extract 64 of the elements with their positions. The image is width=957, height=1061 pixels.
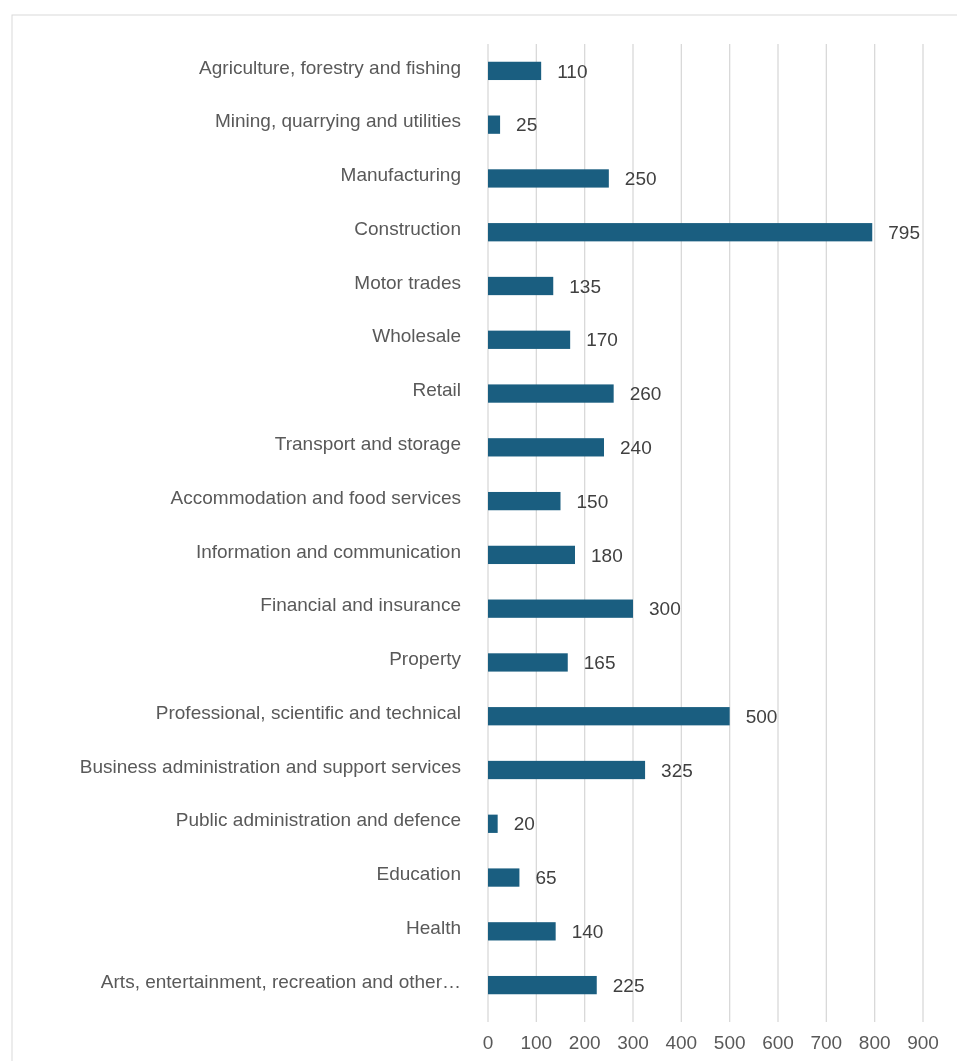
x-tick-label: 800 [858,1031,891,1053]
x-tick-label: 600 [762,1031,794,1053]
data-label: 110 [557,60,588,82]
bar [488,545,575,565]
bar [488,653,568,672]
data-label: 20 [513,813,535,835]
y-tick-label: Construction [354,217,461,239]
y-tick-label: Retail [412,379,461,401]
y-tick-label: Manufacturing [340,164,461,186]
y-tick-label: Transport and storage [274,432,461,454]
data-label: 165 [583,652,616,674]
bar [488,760,646,780]
y-tick-label: Accommodation and food services [170,486,461,508]
x-tick-label: 500 [713,1031,746,1053]
data-label: 250 [624,168,657,190]
bar [488,707,730,726]
data-label: 260 [629,383,662,405]
x-tick-label: 0 [482,1031,494,1053]
bar [488,599,633,618]
y-tick-label: Public administration and defence [175,809,461,831]
data-label: 170 [586,329,618,351]
y-tick-label: Mining, quarrying and utilities [214,110,461,132]
bar [488,975,597,995]
x-tick-label: 700 [810,1031,843,1053]
bar [488,169,609,188]
bar [488,276,554,296]
y-tick-label: Information and communication [195,540,461,562]
y-tick-label: Motor trades [354,271,461,293]
y-tick-label: Business administration and support services [79,755,461,777]
x-tick-label: 100 [520,1031,553,1053]
data-label: 240 [620,436,652,458]
y-tick-label: Financial and insurance [260,594,461,616]
data-label: 325 [661,759,693,781]
x-tick-label: 900 [907,1031,939,1053]
data-label: 225 [612,974,645,996]
data-label: 135 [569,275,601,297]
y-tick-label: Health [406,916,461,938]
x-tick-label: 200 [568,1031,601,1053]
bar [488,115,501,134]
bar [488,384,614,403]
y-tick-label: Agriculture, forestry and fishing [199,56,461,78]
y-tick-label: Property [389,648,462,670]
x-tick-label: 400 [665,1031,698,1053]
data-label: 65 [535,867,557,889]
data-label: 500 [745,705,778,727]
data-label: 150 [576,490,609,512]
bar [488,223,873,242]
bar [488,922,556,941]
y-tick-label: Arts, entertainment, recreation and other… [100,970,461,992]
bar [488,491,561,511]
y-tick-label: Wholesale [372,325,461,347]
bar [488,868,520,887]
x-tick-label: 300 [617,1031,649,1053]
data-label: 25 [516,114,538,136]
data-label: 300 [649,598,681,620]
y-tick-label: Education [376,863,461,885]
y-tick-label: Professional, scientific and technical [155,701,461,723]
data-label: 140 [571,920,604,942]
bar [488,814,498,833]
bar [488,438,604,457]
data-label: 795 [888,221,920,243]
data-label: 180 [591,544,623,566]
bar [488,61,542,81]
bar [488,330,571,349]
